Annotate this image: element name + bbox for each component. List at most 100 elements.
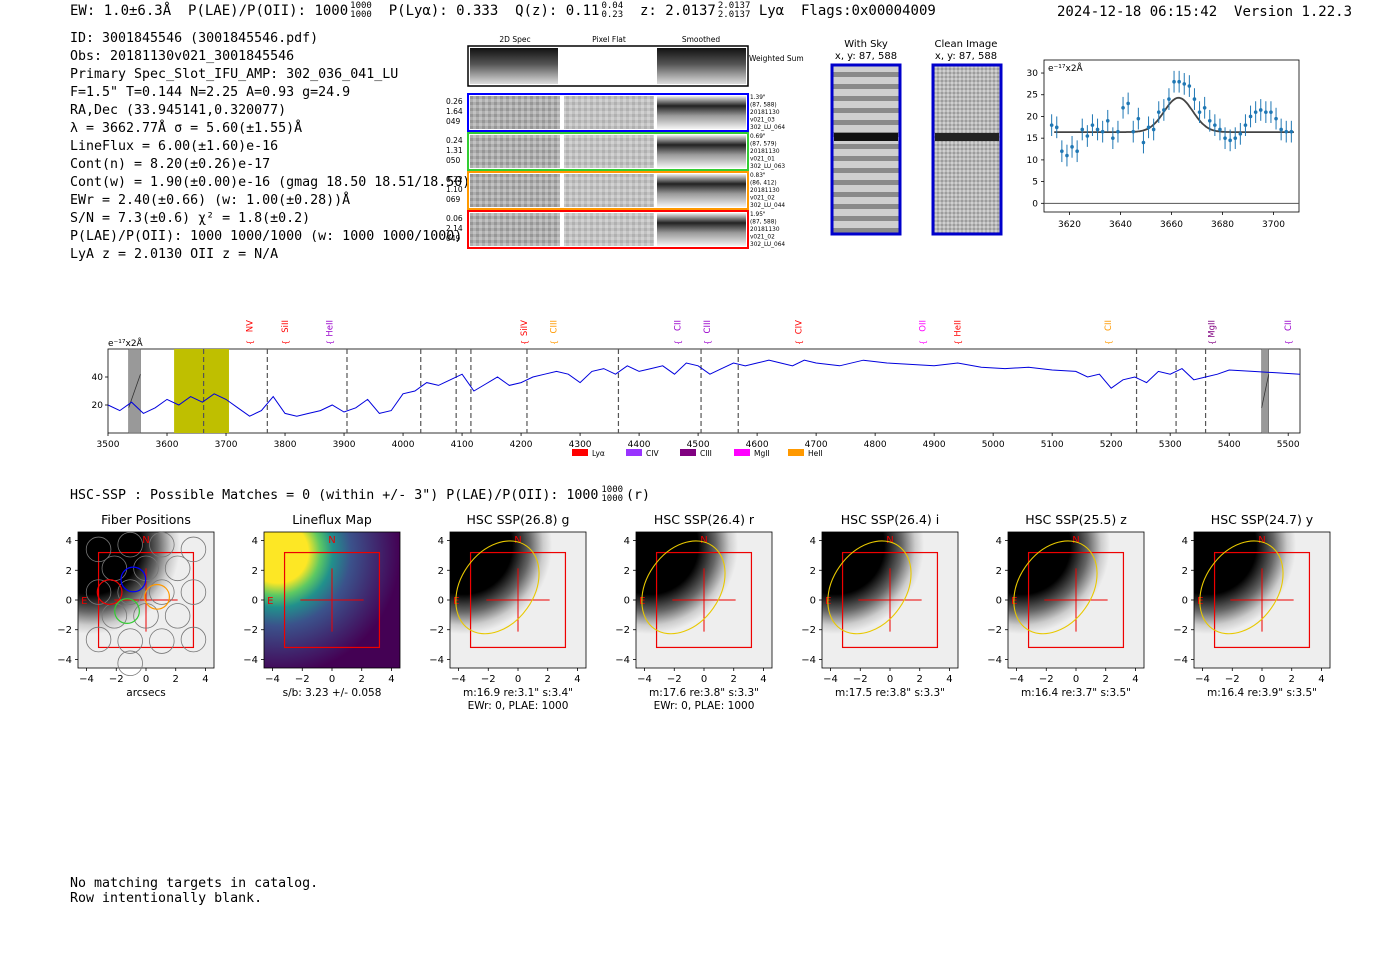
fiber-circle [117,531,143,558]
z-lo: 2.0137 [717,10,751,20]
ytick-label: −4 [1173,655,1188,666]
line-fit-yticks: 0 5 10 15 20 25 30 [1027,69,1044,209]
hsc-panel-caption: s/b: 3.23 +/- 0.058 [283,687,382,699]
full-spectrum-plot: e⁻¹⁷x2Å NV {SiII {HeII {SiIV {CIII {CII {CIII {… [92,320,1301,458]
data-point [1223,136,1227,140]
cutout-right-value: 1.95" [750,212,766,218]
info-line: Cont(w) = 1.90(±0.00)e-16 (gmag 18.50 18… [70,175,471,190]
plae-lo: 1000 [350,10,372,20]
ytick-label: 10 [1027,156,1039,166]
data-point [1116,129,1120,134]
aperture-ellipse [827,540,912,635]
clean-image-title: Clean Image [935,39,998,50]
hsc-panel-caption2: EWr: 0, PLAE: 1000 [468,700,569,712]
xtick-label: 2 [917,674,923,685]
data-point [1085,134,1090,138]
xtick-label: 4200 [510,440,533,450]
plae-hi: 1000 [350,1,372,11]
data-point [1105,119,1110,123]
xtick-label: 3660 [1160,220,1183,230]
xtick-label: 4500 [687,440,710,450]
legend-label: HeII [808,449,823,458]
svg-text:{: { [1104,340,1113,345]
hsc-panel-title: HSC SSP(26.4) r [654,512,755,527]
xtick-label: 4600 [746,440,769,450]
cutout-left-value: 0.22 [446,175,463,184]
cutout-left-value: 0.24 [446,136,463,145]
hsc-panel-title: Fiber Positions [101,512,191,527]
emission-line-label: CIII [550,320,560,333]
hsc-panels: Fiber Positions N E −4 −4 −2 −2 0 0 2 2 4 4 arcsecs Li… [57,512,1331,712]
emission-line-label: CII [1104,320,1114,331]
search-box [283,551,381,649]
z-line: Lyα [758,3,785,19]
legend-label: CIV [646,449,659,458]
svg-text:{: { [246,340,255,345]
xtick-label: 3800 [274,440,297,450]
col-header-smoothed: Smoothed [682,35,721,44]
ytick-label: 20 [1027,112,1039,122]
data-point [1243,123,1248,127]
ytick-label: 0 [624,596,630,607]
svg-text:{: { [520,340,529,345]
ytick-label: 2 [810,566,816,577]
cutout-right-value: 302_LU_064 [750,242,785,248]
emission-line-label: CIV [794,320,804,334]
xtick-label: 3600 [156,440,179,450]
fiber-circle [180,579,207,605]
hsc-panel-caption: m:16.4 re:3.7" s:3.5" [1021,687,1131,699]
col-header-2dspec: 2D Spec [499,35,530,44]
cutout-left-value: 049 [446,234,461,243]
fiber-circle [117,628,143,654]
data-point [1202,105,1207,110]
with-sky-coords: x, y: 87, 588 [835,51,897,62]
east-label: E [267,596,273,607]
info-line: F=1.5" T=0.144 N=2.25 A=0.93 g=24.9 [70,85,351,100]
hsc-panel-caption: m:17.6 re:3.8" s:3.3" [649,687,759,699]
fiber-circle [117,650,143,676]
cutout-left-value: 1.31 [446,146,463,155]
ytick-label: 25 [1027,91,1038,101]
xtick-label: −4 [637,674,652,685]
xtick-label: 0 [515,674,521,685]
spectrum-axes [107,348,1301,434]
svg-text:{: { [918,340,927,345]
xtick-label: 4 [1318,674,1324,685]
cutout-left-value: 050 [446,156,461,165]
ytick-label: −2 [987,625,1002,636]
ytick-label: 0 [996,596,1002,607]
info-line: P(LAE)/P(OII): 1000 1000/1000 (w: 1000 1… [70,229,463,244]
hsc-title-lo: 1000 [601,494,624,504]
cutout-right-value: v021_02 [750,196,775,202]
north-label: N [886,535,893,546]
xtick-label: 0 [329,674,335,685]
emission-line-label: MgII [1207,320,1217,338]
xtick-label: −2 [1225,674,1240,685]
ytick-label: 2 [252,566,258,577]
with-sky-title: With Sky [844,39,888,50]
emission-line-label: CII [1284,320,1294,331]
cutout-left-value: 0.06 [446,214,463,223]
clean-image [931,63,1003,236]
hsc-title-tail: (r) [626,488,651,503]
emission-line-label: CIII [703,320,713,333]
search-box [469,551,567,649]
fiber-circle [117,579,143,605]
xtick-label: 2 [359,674,365,685]
hsc-panel-title: HSC SSP(25.5) z [1025,512,1127,527]
cutout-right-value: 20181130 [750,227,780,233]
search-box [655,551,753,649]
cutout-left-value: 069 [446,195,461,204]
ytick-label: 0 [66,596,72,607]
data-point [1131,129,1136,134]
cutout-right-value: (87, 588) [750,220,777,226]
data-point [1284,129,1289,134]
xtick-label: 0 [701,674,707,685]
xtick-label: 2 [173,674,179,685]
cutout-right-value: 0.69" [750,134,766,140]
data-point [1207,119,1212,123]
xtick-label: 5200 [1100,440,1123,450]
data-point [1095,127,1100,132]
ytick-label: −2 [429,625,444,636]
